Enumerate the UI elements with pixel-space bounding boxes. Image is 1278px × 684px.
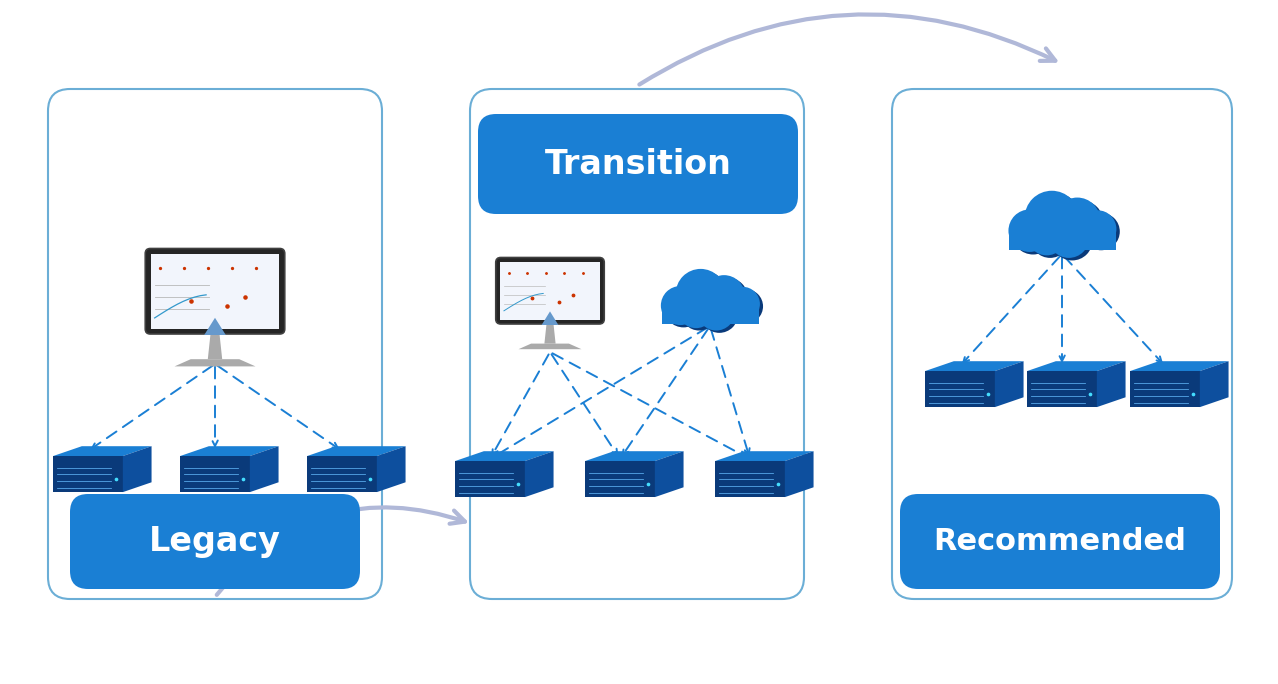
Circle shape <box>1052 220 1093 261</box>
Polygon shape <box>716 451 814 461</box>
Polygon shape <box>925 361 1024 371</box>
Polygon shape <box>1200 361 1228 407</box>
Circle shape <box>679 292 714 328</box>
Polygon shape <box>519 343 581 350</box>
Polygon shape <box>525 451 553 497</box>
Polygon shape <box>925 371 994 407</box>
Circle shape <box>661 286 700 325</box>
Circle shape <box>679 272 728 321</box>
Circle shape <box>1008 209 1051 252</box>
Circle shape <box>1082 213 1120 250</box>
Polygon shape <box>716 461 785 497</box>
Circle shape <box>1048 217 1089 258</box>
Polygon shape <box>662 306 759 324</box>
Polygon shape <box>455 461 525 497</box>
Text: Recommended: Recommended <box>933 527 1186 556</box>
Polygon shape <box>54 446 152 456</box>
Circle shape <box>728 289 763 324</box>
Circle shape <box>665 289 703 328</box>
Polygon shape <box>1028 371 1097 407</box>
Circle shape <box>1058 200 1104 246</box>
Bar <box>151 254 280 328</box>
Polygon shape <box>180 446 279 456</box>
Polygon shape <box>1028 361 1126 371</box>
Circle shape <box>726 287 760 321</box>
Polygon shape <box>180 456 250 492</box>
Circle shape <box>1030 219 1070 258</box>
FancyBboxPatch shape <box>478 114 797 214</box>
Text: Legacy: Legacy <box>150 525 281 558</box>
Polygon shape <box>455 451 553 461</box>
Polygon shape <box>1010 231 1116 250</box>
Polygon shape <box>204 318 226 335</box>
FancyBboxPatch shape <box>892 89 1232 599</box>
Polygon shape <box>54 456 123 492</box>
Polygon shape <box>994 361 1024 407</box>
FancyBboxPatch shape <box>49 89 382 599</box>
Text: Transition: Transition <box>544 148 731 181</box>
Polygon shape <box>544 324 556 343</box>
Polygon shape <box>1130 361 1228 371</box>
Polygon shape <box>307 456 377 492</box>
Polygon shape <box>1097 361 1126 407</box>
FancyBboxPatch shape <box>470 89 804 599</box>
FancyBboxPatch shape <box>900 494 1220 589</box>
Polygon shape <box>785 451 814 497</box>
Circle shape <box>1079 210 1117 248</box>
Circle shape <box>681 295 717 330</box>
Polygon shape <box>585 451 684 461</box>
Circle shape <box>1025 191 1079 245</box>
Circle shape <box>700 295 739 333</box>
Polygon shape <box>542 311 558 325</box>
Polygon shape <box>307 446 405 456</box>
Polygon shape <box>208 334 222 359</box>
Circle shape <box>1028 194 1082 248</box>
Polygon shape <box>1130 371 1200 407</box>
Polygon shape <box>377 446 405 492</box>
Polygon shape <box>654 451 684 497</box>
Polygon shape <box>123 446 152 492</box>
Circle shape <box>1028 216 1066 255</box>
Circle shape <box>698 293 735 330</box>
Polygon shape <box>175 359 256 367</box>
Circle shape <box>703 275 745 317</box>
Circle shape <box>707 278 748 319</box>
FancyBboxPatch shape <box>146 248 285 334</box>
FancyBboxPatch shape <box>496 257 604 324</box>
Circle shape <box>676 269 726 319</box>
Bar <box>500 262 601 320</box>
Circle shape <box>1054 198 1100 244</box>
Circle shape <box>1012 212 1054 254</box>
Polygon shape <box>250 446 279 492</box>
FancyBboxPatch shape <box>70 494 360 589</box>
Polygon shape <box>585 461 654 497</box>
